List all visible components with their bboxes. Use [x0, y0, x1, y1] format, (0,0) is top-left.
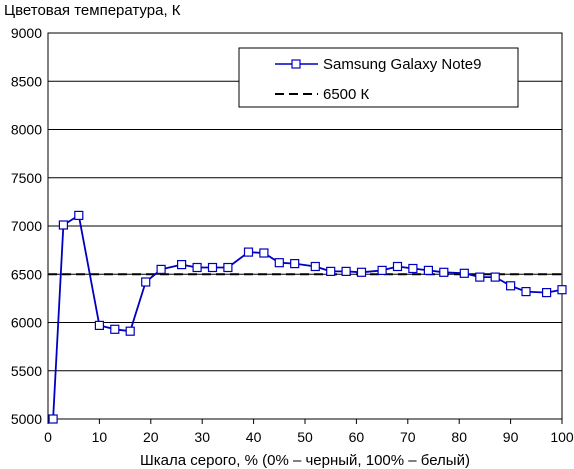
- legend-reference-label: 6500 К: [323, 86, 370, 103]
- x-tick-label: 70: [400, 429, 416, 445]
- x-tick-label: 90: [503, 429, 519, 445]
- x-tick-label: 50: [297, 429, 313, 445]
- data-point: [490, 272, 500, 282]
- y-tick-label: 6500: [11, 266, 42, 282]
- x-tick-label: 80: [451, 429, 467, 445]
- x-axis-title: Шкала серого, % (0% – черный, 100% – бел…: [140, 452, 470, 469]
- data-point: [177, 260, 187, 270]
- y-tick-label: 5500: [11, 363, 42, 379]
- y-axis-title: Цветовая температура, К: [4, 2, 181, 19]
- y-tick-label: 7000: [11, 218, 42, 234]
- data-point: [541, 288, 552, 298]
- y-tick-label: 8500: [11, 73, 42, 89]
- legend: Samsung Galaxy Note9 6500 К: [238, 47, 519, 108]
- x-tick-label: 30: [194, 429, 210, 445]
- data-point: [439, 267, 449, 277]
- data-point: [326, 266, 336, 276]
- data-point: [74, 210, 84, 220]
- x-tick-label: 100: [550, 429, 574, 445]
- x-tick-label: 20: [143, 429, 159, 445]
- data-point: [141, 277, 151, 287]
- data-point: [259, 248, 269, 258]
- data-point: [94, 320, 105, 330]
- data-point: [341, 266, 351, 276]
- data-point: [110, 324, 120, 334]
- data-point: [423, 265, 433, 275]
- data-point: [156, 264, 166, 274]
- data-point: [125, 326, 135, 336]
- data-point: [506, 281, 516, 291]
- data-point: [223, 262, 233, 273]
- y-tick-label: 5000: [11, 411, 42, 427]
- data-point: [310, 261, 320, 272]
- data-point: [459, 268, 469, 278]
- y-axis-ticks: 5000 5500 6000 6500 7000 7500 8000 8500 9000: [11, 25, 42, 427]
- x-tick-label: 40: [246, 429, 262, 445]
- x-axis-ticks: 0 10 20 30 40 50 60 70 80 90 100: [44, 419, 574, 445]
- data-point: [377, 265, 387, 275]
- y-tick-label: 8000: [11, 122, 42, 138]
- legend-box: [238, 47, 519, 108]
- y-tick-label: 6000: [11, 315, 42, 331]
- series-group: [48, 210, 567, 424]
- data-point: [243, 247, 254, 257]
- legend-series-label: Samsung Galaxy Note9: [323, 56, 481, 73]
- data-point: [192, 262, 202, 273]
- y-tick-label: 7500: [11, 170, 42, 186]
- data-point: [557, 285, 567, 295]
- legend-series-marker: [291, 59, 301, 69]
- data-point: [521, 287, 531, 297]
- data-point: [475, 272, 485, 282]
- data-point: [408, 263, 418, 274]
- x-tick-label: 10: [92, 429, 108, 445]
- y-tick-label: 9000: [11, 25, 42, 41]
- data-point: [356, 267, 367, 277]
- data-point: [207, 262, 218, 273]
- data-point: [58, 220, 69, 230]
- data-point: [392, 261, 403, 272]
- data-point: [274, 258, 284, 268]
- x-tick-label: 60: [349, 429, 365, 445]
- data-point: [290, 259, 300, 269]
- x-tick-label: 0: [44, 429, 52, 445]
- data-point: [48, 414, 58, 424]
